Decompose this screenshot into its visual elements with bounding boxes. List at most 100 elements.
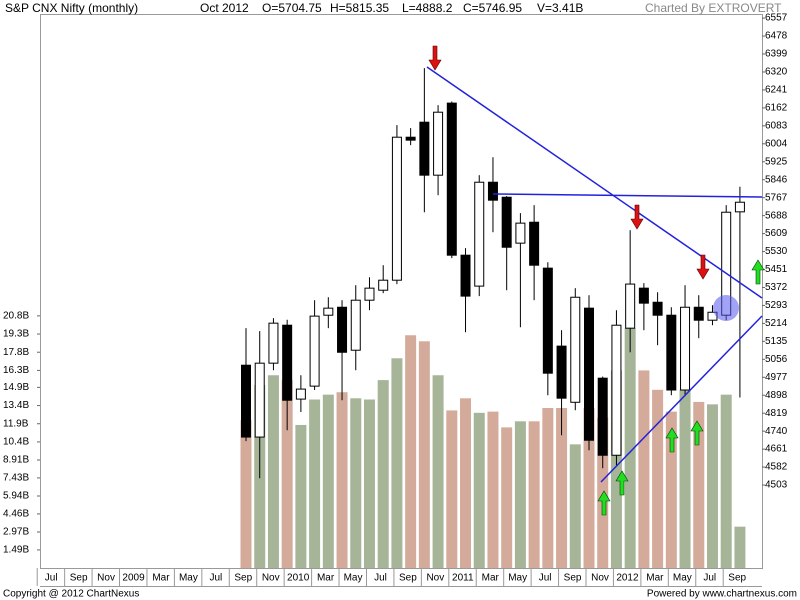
up-arrow xyxy=(751,259,765,285)
down-arrows xyxy=(428,45,710,280)
header-date: Oct 2012 xyxy=(200,1,249,15)
trend-line xyxy=(600,315,763,483)
y-tick-label: 5925 xyxy=(765,156,788,167)
y-tick-label: 5056 xyxy=(765,354,788,365)
volume-bar xyxy=(487,411,499,568)
volume-tick-label: 20.8B xyxy=(3,310,29,321)
volume-bar xyxy=(720,394,732,568)
candle-body xyxy=(474,181,485,287)
header-high: H=5815.35 xyxy=(330,1,389,15)
y-tick-label: 4503 xyxy=(765,480,788,491)
candle-body xyxy=(460,254,471,297)
y-tick-label: 6162 xyxy=(765,103,788,114)
credit: Charted By EXTROVERT xyxy=(645,1,782,15)
x-tick-label: Jul xyxy=(374,573,387,584)
volume-bar xyxy=(501,427,513,568)
volume-tick-label: 17.8B xyxy=(3,347,29,358)
volume-bar xyxy=(240,420,252,568)
symbol: S&P CNX Nifty (monthly) xyxy=(5,1,138,15)
header-close: C=5746.95 xyxy=(463,1,522,15)
candle-body xyxy=(542,267,553,374)
x-tick-label: Sep xyxy=(70,573,88,584)
y-tick-label: 6241 xyxy=(765,85,788,96)
y-tick-label: 4740 xyxy=(765,426,788,437)
candle-body xyxy=(611,324,622,456)
candle-body xyxy=(584,307,594,441)
volume-bar xyxy=(734,526,746,568)
candle-body xyxy=(652,301,663,316)
candle-body xyxy=(282,324,293,401)
volume-bar xyxy=(460,398,472,568)
down-arrow xyxy=(696,254,710,280)
x-tick-label: May xyxy=(344,573,363,584)
header-open: O=5704.75 xyxy=(262,1,322,15)
volume-tick-label: 7.43B xyxy=(3,473,29,484)
volume-bar xyxy=(693,401,705,568)
marks: 6557 6478 6399 6320 6241 6162 6083 6004 5925 5846… xyxy=(3,13,788,586)
volume-tick-label: 1.49B xyxy=(3,545,29,556)
header-low: L=4888.2 xyxy=(402,1,453,15)
volume-bar xyxy=(377,380,389,568)
volume-bar xyxy=(309,399,321,568)
annotations xyxy=(426,45,765,516)
volume-bar xyxy=(432,375,444,568)
volume-tick-label: 14.9B xyxy=(3,382,29,393)
candle-body xyxy=(487,181,498,201)
y-tick-label: 5530 xyxy=(765,246,788,257)
up-arrow xyxy=(597,490,611,516)
candle-body xyxy=(378,279,389,291)
volume-tick-label: 8.91B xyxy=(3,455,29,466)
x-tick-label: Mar xyxy=(482,573,500,584)
y-tick-label: 4977 xyxy=(765,372,788,383)
volume-bar xyxy=(350,398,362,568)
x-tick-label: Sep xyxy=(399,573,417,584)
volume-bar xyxy=(391,358,403,568)
volume-bar xyxy=(528,421,540,568)
y-tick-label: 6083 xyxy=(765,120,788,131)
volume-bar xyxy=(473,412,485,568)
candle-body xyxy=(638,287,649,304)
volume-bar xyxy=(542,407,554,568)
x-tick-label: 2009 xyxy=(122,573,145,584)
candle-body xyxy=(419,121,430,176)
candle-body xyxy=(680,306,691,391)
y-tick-label: 5767 xyxy=(765,192,788,203)
y-tick-label: 5609 xyxy=(765,228,788,239)
x-tick-label: Sep xyxy=(234,573,252,584)
candle-body xyxy=(309,315,320,387)
plot-frame xyxy=(40,14,763,569)
x-tick-label: Jul xyxy=(209,573,222,584)
volume-bar xyxy=(405,335,417,568)
down-arrow xyxy=(428,45,442,71)
candle-body xyxy=(666,314,677,391)
volume-bar xyxy=(665,411,677,568)
up-arrows xyxy=(597,259,765,516)
y-tick-label: 6004 xyxy=(765,138,788,149)
y-tick-label: 5372 xyxy=(765,282,788,293)
trend-line xyxy=(492,193,763,198)
candle-body xyxy=(693,306,704,321)
x-tick-label: 2011 xyxy=(452,573,474,584)
y-tick-label: 4898 xyxy=(765,390,788,401)
x-tick-label: May xyxy=(179,573,198,584)
x-tick-label: 2010 xyxy=(287,573,310,584)
volume-bar xyxy=(295,424,307,568)
up-arrow xyxy=(690,420,704,446)
x-tick-label: Nov xyxy=(262,573,280,584)
highlight-circle xyxy=(713,295,739,321)
volume-tick-label: 10.4B xyxy=(3,437,29,448)
candle-body xyxy=(734,201,745,213)
candle-body xyxy=(597,377,608,456)
x-tick-label: Nov xyxy=(591,573,609,584)
x-tick-label: 2012 xyxy=(616,573,639,584)
y-tick-label: 6557 xyxy=(765,13,788,24)
y-tick-label: 5293 xyxy=(765,300,788,311)
y-tick-label: 4582 xyxy=(765,462,788,473)
candle-body xyxy=(254,362,265,438)
candle-body xyxy=(570,296,581,403)
copyright: Copyright @ 2012 ChartNexus xyxy=(3,589,139,600)
y-tick-label: 6320 xyxy=(765,67,788,78)
candle-body xyxy=(515,222,526,244)
x-tick-label: Jul xyxy=(539,573,552,584)
